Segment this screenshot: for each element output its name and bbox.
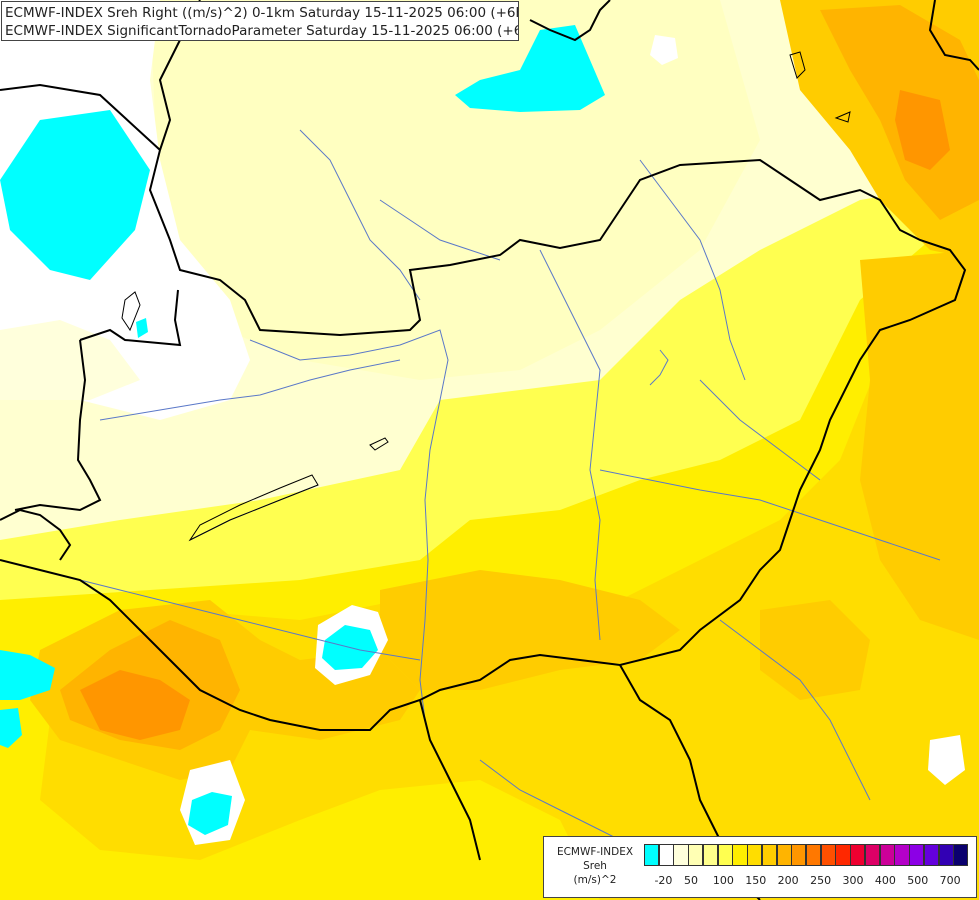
field-zero-north-spot xyxy=(650,35,678,65)
legend-swatch xyxy=(938,844,954,866)
field-red-orange-northeast xyxy=(895,90,950,170)
legend-tick-label: 250 xyxy=(810,874,832,887)
legend-variable: Sreh xyxy=(583,860,607,872)
field-negative-north xyxy=(455,25,605,112)
field-orange-southcentral xyxy=(380,570,680,690)
field-near-zero-northwest xyxy=(0,320,140,400)
legend-swatch xyxy=(894,844,910,866)
legend-swatch xyxy=(688,844,704,866)
field-negative-northwest xyxy=(0,110,150,280)
map-title-line-2: ECMWF-INDEX SignificantTornadoParameter … xyxy=(5,23,519,39)
legend-tick-label: 400 xyxy=(874,874,896,887)
legend-swatch xyxy=(806,844,822,866)
legend-tick-label: 150 xyxy=(745,874,767,887)
legend-swatch xyxy=(835,844,851,866)
field-negative-southwest-blob xyxy=(188,792,232,835)
legend-swatch xyxy=(776,844,792,866)
legend-swatch xyxy=(909,844,925,866)
field-light-zone xyxy=(150,0,760,380)
map-title-box: ECMWF-INDEX Sreh Right ((m/s)^2) 0-1km S… xyxy=(1,1,519,41)
legend-tick-label: 700 xyxy=(939,874,961,887)
legend-swatches xyxy=(644,844,969,866)
legend-swatch xyxy=(702,844,719,866)
field-negative-lake xyxy=(136,318,148,338)
legend-swatch xyxy=(761,844,778,866)
field-negative-west-small xyxy=(0,708,22,748)
legend-swatch xyxy=(747,844,763,866)
field-orange-east xyxy=(860,250,979,640)
legend-ticks: -20 50 100 150 200 250 300 400 500 700 xyxy=(644,874,968,890)
legend-tick-label: 50 xyxy=(683,874,698,887)
legend-tick-label: 100 xyxy=(712,874,734,887)
legend-swatch xyxy=(658,844,674,866)
legend-swatch xyxy=(850,844,866,866)
color-legend: ECMWF-INDEX Sreh (m/s)^2 -20 50 100 150 200 2… xyxy=(543,836,977,898)
legend-unit: (m/s)^2 xyxy=(573,874,617,886)
legend-tick-label: 300 xyxy=(842,874,864,887)
field-red-orange-southwest xyxy=(80,670,190,740)
legend-swatch xyxy=(673,844,689,866)
legend-tick-label: -20 xyxy=(654,874,673,887)
legend-tick-label: 200 xyxy=(777,874,799,887)
legend-swatch xyxy=(879,844,895,866)
map-title-line-1: ECMWF-INDEX Sreh Right ((m/s)^2) 0-1km S… xyxy=(5,5,519,21)
field-negative-west xyxy=(0,650,55,700)
legend-swatch xyxy=(953,844,969,866)
field-zero-southeast-spot xyxy=(928,735,965,785)
field-orange-southeast xyxy=(760,600,870,700)
legend-model: ECMWF-INDEX xyxy=(556,846,634,858)
legend-swatch xyxy=(864,844,881,866)
legend-swatch xyxy=(820,844,836,866)
legend-swatch xyxy=(717,844,733,866)
legend-swatch xyxy=(732,844,748,866)
lakes xyxy=(121,51,851,542)
legend-swatch xyxy=(791,844,807,866)
legend-label: ECMWF-INDEX Sreh (m/s)^2 xyxy=(546,845,644,887)
legend-swatch xyxy=(644,844,660,866)
legend-tick-label: 500 xyxy=(907,874,929,887)
legend-swatch xyxy=(923,844,940,866)
